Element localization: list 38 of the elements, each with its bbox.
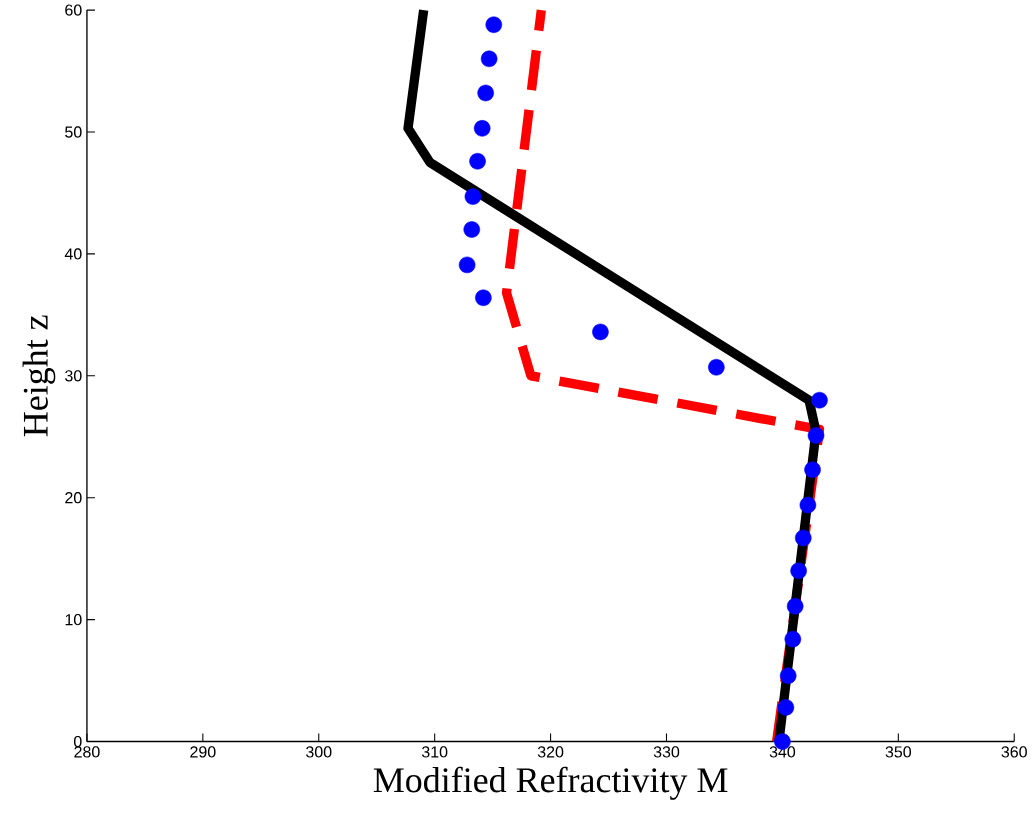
point <box>708 358 725 376</box>
y-axis-title: Height z <box>22 315 56 436</box>
point <box>485 16 503 33</box>
x-tick-label: 280 <box>74 746 100 758</box>
point <box>784 630 802 648</box>
y-tick-label: 60 <box>65 4 82 16</box>
point <box>475 289 492 306</box>
point <box>795 529 812 546</box>
point <box>811 391 828 409</box>
point <box>458 256 476 273</box>
y-tick-label: 30 <box>65 369 82 382</box>
point <box>477 84 494 102</box>
y-tick-label: 20 <box>65 491 82 504</box>
point <box>469 152 486 170</box>
x-tick-label: 330 <box>653 746 680 758</box>
point <box>786 597 804 615</box>
point <box>779 667 797 684</box>
x-tick-label: 350 <box>885 746 912 758</box>
point <box>799 496 817 514</box>
y-tick-label: 10 <box>65 613 82 626</box>
x-axis-title: Modified Refractivity M <box>373 766 728 800</box>
point <box>464 188 482 205</box>
point <box>807 427 825 444</box>
x-tick-label: 300 <box>306 746 332 758</box>
point <box>777 698 795 716</box>
y-tick-label: 40 <box>64 248 82 260</box>
point <box>790 562 807 579</box>
x-tick-label: 360 <box>1001 746 1027 758</box>
y-tick-label: 50 <box>65 126 82 138</box>
x-tick-label: 310 <box>421 746 448 758</box>
point <box>592 323 609 340</box>
point <box>473 119 491 137</box>
x-tick-label: 320 <box>537 746 564 758</box>
point <box>463 221 481 238</box>
x-tick-label: 290 <box>190 746 216 758</box>
y-tick-label: 0 <box>73 735 82 747</box>
point <box>804 461 821 478</box>
point <box>480 50 498 67</box>
